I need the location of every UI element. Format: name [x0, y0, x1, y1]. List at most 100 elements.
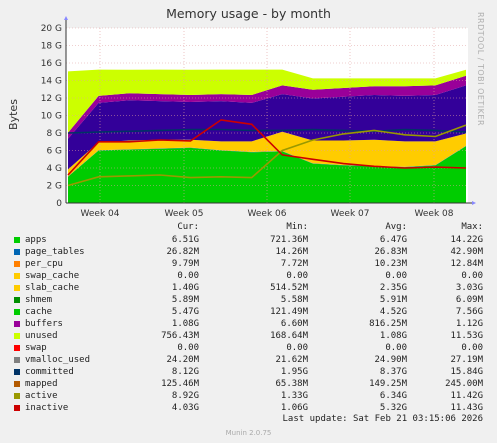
legend-cur-value: 0.00	[177, 271, 199, 281]
area-apps	[68, 146, 466, 203]
x-tick-label: Week 08	[415, 209, 454, 219]
y-tick-label: 18 G	[41, 42, 62, 52]
legend-row-slab_cache: slab_cache 1.40G 514.52M 2.35G 3.03G	[0, 282, 497, 294]
legend-swatch	[14, 321, 20, 327]
legend-name: committed	[25, 367, 74, 377]
legend-row-swap: swap 0.00 0.00 0.00 0.00	[0, 342, 497, 354]
legend-cur-value: 756.43M	[161, 331, 199, 341]
legend-row-committed: committed 8.12G 1.95G 8.37G 15.84G	[0, 366, 497, 378]
legend-avg-value: 10.23M	[374, 259, 407, 269]
legend-swatch	[14, 333, 20, 339]
legend-cur-value: 125.46M	[161, 379, 199, 389]
legend-min-value: 5.58M	[280, 295, 308, 305]
legend-name: swap	[25, 343, 47, 353]
area-unused	[68, 69, 466, 133]
legend-avg-value: 1.08G	[379, 331, 407, 341]
legend-swatch	[14, 405, 20, 411]
legend-avg-value: 5.91M	[379, 295, 407, 305]
legend-min-value: 6.60M	[280, 319, 308, 329]
y-tick-label: 20 G	[41, 24, 62, 34]
legend-max-value: 0.00	[461, 343, 483, 353]
x-tick-label: Week 07	[331, 209, 370, 219]
legend-max-value: 42.90M	[450, 247, 483, 257]
legend-max-value: 11.53G	[450, 331, 483, 341]
legend-max-value: 3.03G	[455, 283, 483, 293]
legend-min-value: 1.06G	[280, 403, 308, 413]
legend-name: page_tables	[25, 247, 85, 257]
legend-min-value: 721.36M	[270, 235, 308, 245]
y-tick-label: 12 G	[41, 94, 62, 104]
legend-cur-value: 5.89M	[171, 295, 199, 305]
legend-avg-value: 816.25M	[369, 319, 407, 329]
legend-swatch	[14, 285, 20, 291]
legend-avg-value: 2.35G	[379, 283, 407, 293]
legend-min-value: 21.62M	[275, 355, 308, 365]
legend-row-buffers: buffers 1.08G 6.60M 816.25M 1.12G	[0, 318, 497, 330]
legend-max-value: 14.22G	[450, 235, 483, 245]
legend-swatch	[14, 273, 20, 279]
legend-header-max: Max:	[461, 222, 483, 232]
legend-swatch	[14, 261, 20, 267]
legend-header-avg: Avg:	[385, 222, 407, 232]
line-committed	[67, 128, 467, 134]
legend-name: per_cpu	[25, 259, 63, 269]
legend-row-mapped: mapped 125.46M 65.38M 149.25M 245.00M	[0, 378, 497, 390]
area-buffers	[68, 75, 466, 139]
legend-cur-value: 1.40G	[171, 283, 199, 293]
y-tick-label: 0	[56, 199, 62, 209]
legend-cur-value: 8.12G	[171, 367, 199, 377]
y-axis-arrow	[64, 16, 68, 20]
legend-cur-value: 1.08G	[171, 319, 199, 329]
legend-swatch	[14, 345, 20, 351]
legend-row-apps: apps 6.51G 721.36M 6.47G 14.22G	[0, 234, 497, 246]
legend-cur-value: 6.51G	[171, 235, 199, 245]
legend-avg-value: 26.83M	[374, 247, 407, 257]
legend-min-value: 121.49M	[270, 307, 308, 317]
legend-swatch	[14, 369, 20, 375]
legend-row-inactive: inactive 4.03G 1.06G 5.32G 11.43G	[0, 402, 497, 414]
legend-name: inactive	[25, 403, 69, 413]
legend-row-shmem: shmem 5.89M 5.58M 5.91M 6.09M	[0, 294, 497, 306]
rrdtool-credit: RRDTOOL / TOBI OETIKER	[476, 12, 485, 127]
legend-avg-value: 24.90M	[374, 355, 407, 365]
munin-version: Munin 2.0.75	[225, 429, 272, 437]
legend-swatch	[14, 381, 20, 387]
legend-cur-value: 8.92G	[171, 391, 199, 401]
y-tick-label: 2 G	[46, 182, 62, 192]
legend-min-value: 14.26M	[275, 247, 308, 257]
legend-avg-value: 4.52G	[379, 307, 407, 317]
chart-title: Memory usage - by month	[166, 6, 331, 21]
legend-avg-value: 149.25M	[369, 379, 407, 389]
legend-max-value: 6.09M	[455, 295, 483, 305]
x-axis-arrow	[472, 201, 476, 205]
legend-name: vmalloc_used	[25, 355, 91, 365]
x-tick-label: Week 05	[165, 209, 204, 219]
legend-name: cache	[25, 307, 53, 317]
legend-row-per_cpu: per_cpu 9.79M 7.72M 10.23M 12.84M	[0, 258, 497, 270]
legend-swatch	[14, 249, 20, 255]
y-tick-label: 10 G	[41, 112, 62, 122]
last-update: Last update: Sat Feb 21 03:15:06 2026	[282, 414, 483, 424]
y-tick-label: 6 G	[46, 147, 62, 157]
legend-avg-value: 0.00	[385, 271, 407, 281]
legend-swatch	[14, 237, 20, 243]
legend-row-cache: cache 5.47G 121.49M 4.52G 7.56G	[0, 306, 497, 318]
legend-min-value: 514.52M	[270, 283, 308, 293]
legend-max-value: 12.84M	[450, 259, 483, 269]
legend-avg-value: 5.32G	[379, 403, 407, 413]
legend-header-min: Min:	[286, 222, 308, 232]
x-tick-label: Week 06	[248, 209, 287, 219]
legend-max-value: 0.00	[461, 271, 483, 281]
legend-swatch	[14, 357, 20, 363]
legend-name: active	[25, 391, 58, 401]
legend-avg-value: 6.34G	[379, 391, 407, 401]
legend-cur-value: 4.03G	[171, 403, 199, 413]
legend-min-value: 1.33G	[280, 391, 308, 401]
legend-header-cur: Cur:	[177, 222, 199, 232]
legend-name: unused	[25, 331, 58, 341]
line-inactive	[67, 119, 467, 176]
legend-name: apps	[25, 235, 47, 245]
legend-avg-value: 8.37G	[379, 367, 407, 377]
y-tick-label: 8 G	[46, 129, 62, 139]
